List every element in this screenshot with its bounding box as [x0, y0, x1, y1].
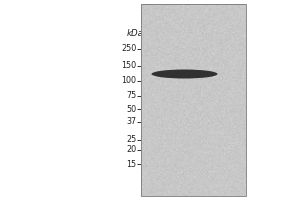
Text: 100: 100: [121, 76, 136, 85]
Text: 75: 75: [126, 91, 136, 100]
Text: 250: 250: [121, 44, 136, 53]
Text: 50: 50: [126, 105, 136, 114]
Text: 15: 15: [126, 160, 136, 169]
Text: 37: 37: [126, 117, 136, 126]
Text: 20: 20: [126, 145, 136, 154]
Text: 150: 150: [121, 61, 136, 70]
Text: kDa: kDa: [126, 29, 143, 38]
Ellipse shape: [152, 70, 218, 78]
Text: 25: 25: [126, 135, 136, 144]
